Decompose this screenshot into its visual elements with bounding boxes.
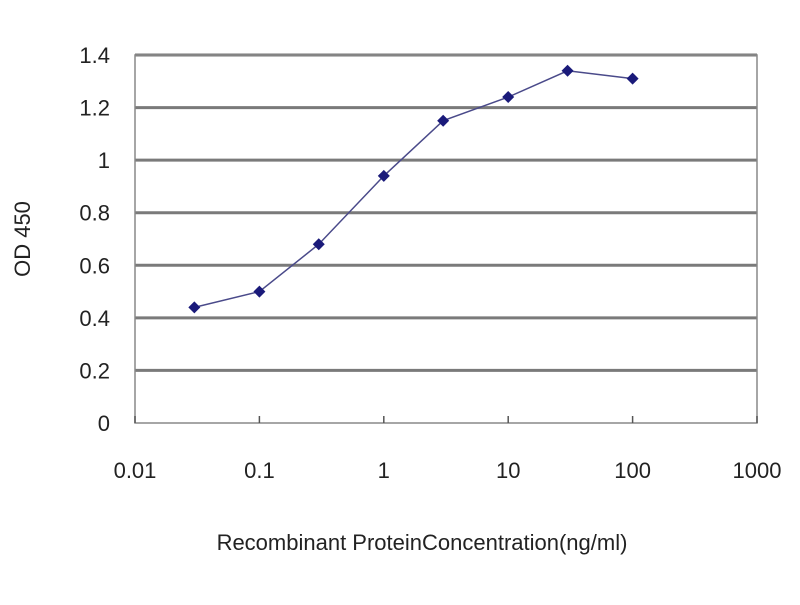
data-point bbox=[437, 114, 450, 127]
plot-area-frame bbox=[134, 54, 758, 424]
series bbox=[188, 64, 639, 314]
y-tick-label: 0.4 bbox=[79, 306, 110, 331]
data-point bbox=[561, 64, 574, 77]
x-tick-label: 0.1 bbox=[244, 458, 275, 483]
y-tick-label: 0.2 bbox=[79, 358, 110, 383]
data-point bbox=[626, 72, 639, 85]
data-point bbox=[502, 91, 515, 104]
series-line bbox=[194, 70, 633, 309]
data-point bbox=[188, 301, 201, 314]
gridlines bbox=[135, 53, 757, 372]
x-tick-label: 1 bbox=[378, 458, 390, 483]
y-tick-label: 0 bbox=[98, 411, 110, 436]
x-tick-label: 0.01 bbox=[114, 458, 157, 483]
y-tick-label: 1.4 bbox=[79, 43, 110, 68]
x-axis: 0.01 0.1 1 10 100 1000 bbox=[114, 416, 782, 483]
y-tick-label: 1.2 bbox=[79, 96, 110, 121]
y-tick-label: 1 bbox=[98, 148, 110, 173]
x-axis-label: Recombinant ProteinConcentration(ng/ml) bbox=[217, 530, 628, 555]
y-axis-label: OD 450 bbox=[10, 201, 35, 277]
x-tick-label: 10 bbox=[496, 458, 520, 483]
y-tick-label: 0.6 bbox=[79, 253, 110, 278]
y-axis: 0 0.2 0.4 0.6 0.8 1 1.2 1.4 bbox=[79, 43, 110, 436]
data-point bbox=[312, 238, 325, 251]
x-tick-label: 100 bbox=[614, 458, 651, 483]
data-point bbox=[377, 169, 390, 182]
data-point bbox=[253, 285, 266, 298]
y-tick-label: 0.8 bbox=[79, 201, 110, 226]
x-tick-label: 1000 bbox=[733, 458, 782, 483]
